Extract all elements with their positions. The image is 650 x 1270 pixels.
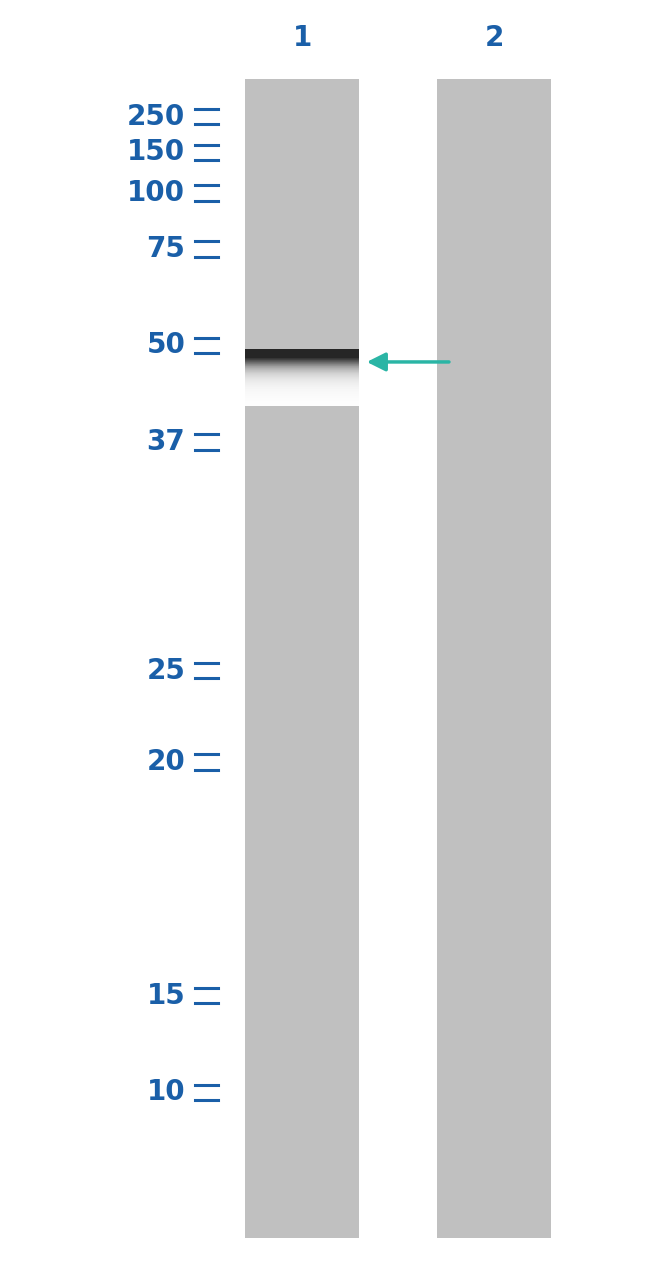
- Text: 37: 37: [146, 428, 185, 456]
- Text: 75: 75: [146, 235, 185, 263]
- Text: 150: 150: [127, 138, 185, 166]
- Bar: [437, 79, 551, 1238]
- Bar: [246, 79, 359, 1238]
- Text: 250: 250: [127, 103, 185, 131]
- Text: 1: 1: [292, 24, 312, 52]
- Text: 15: 15: [146, 982, 185, 1010]
- Text: 100: 100: [127, 179, 185, 207]
- Text: 20: 20: [146, 748, 185, 776]
- Text: 50: 50: [146, 331, 185, 359]
- Text: 10: 10: [147, 1078, 185, 1106]
- Text: 2: 2: [484, 24, 504, 52]
- Text: 25: 25: [146, 657, 185, 685]
